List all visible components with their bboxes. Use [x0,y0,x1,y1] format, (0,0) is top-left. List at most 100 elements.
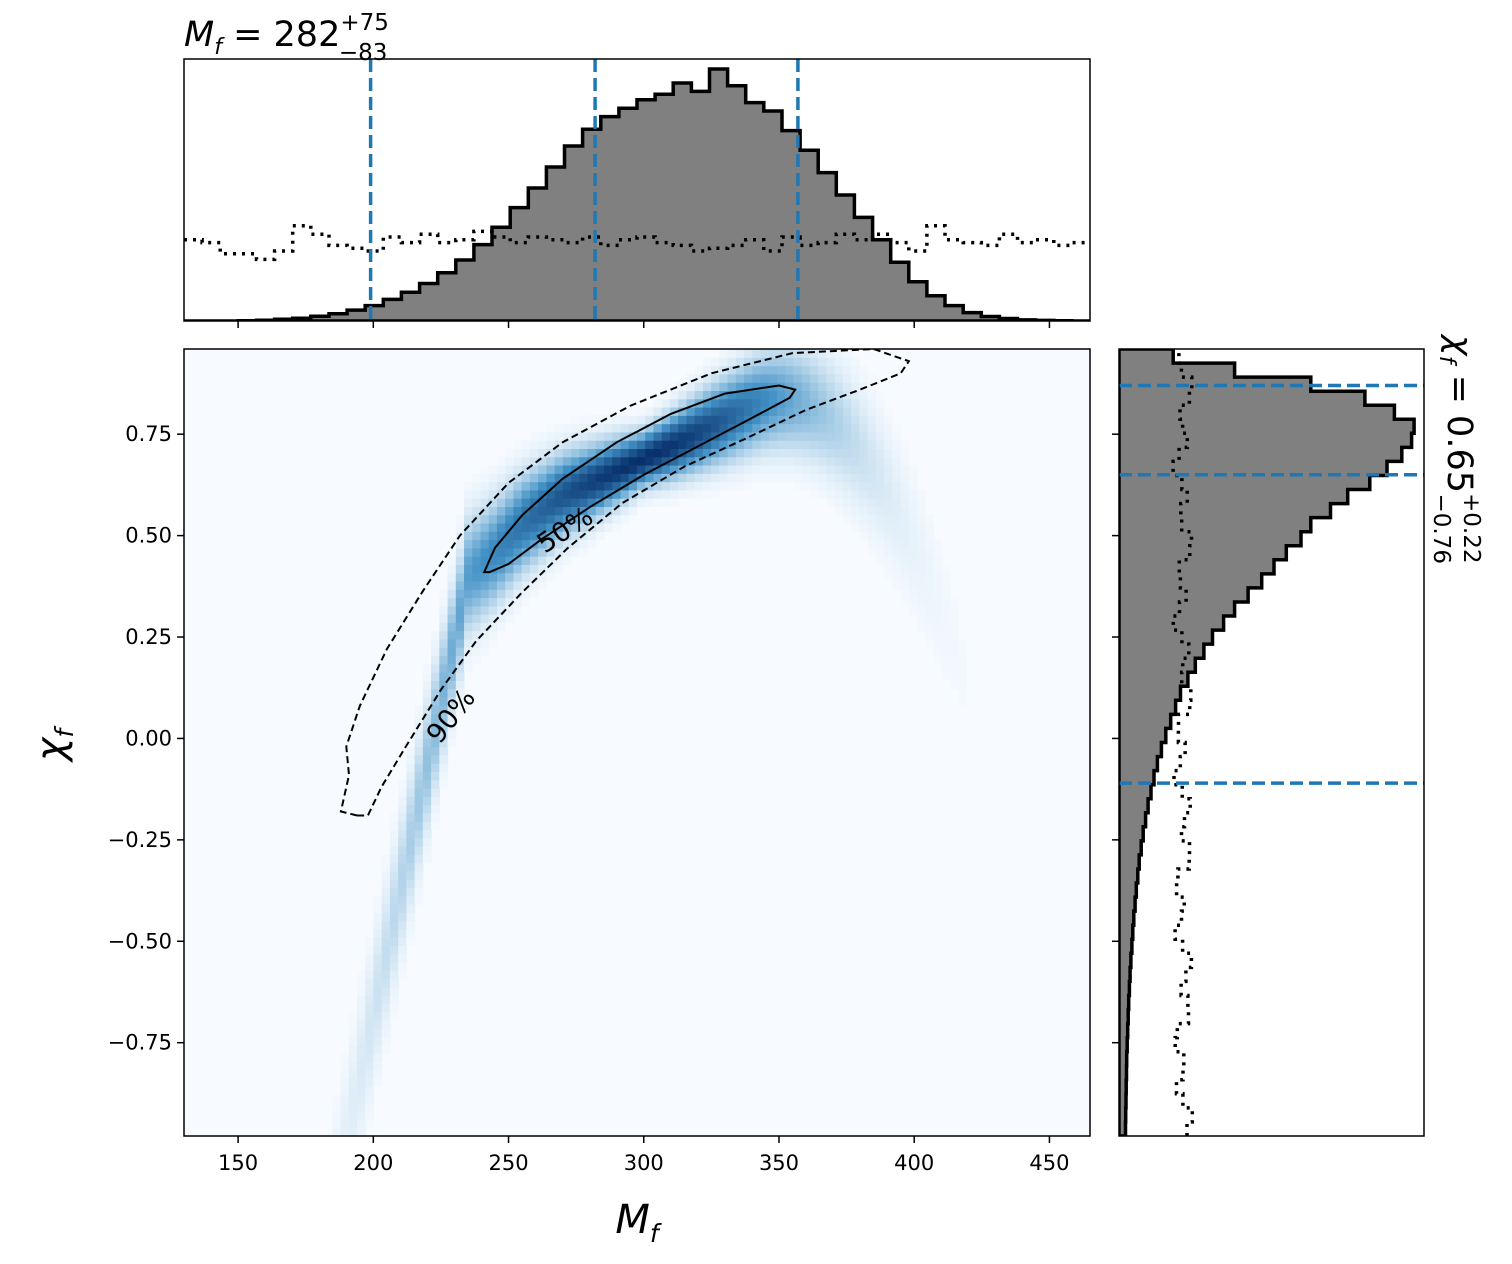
density-cell [595,473,605,483]
density-cell [818,456,828,466]
density-cell [447,622,457,632]
density-cell [381,879,391,889]
density-cell [892,564,902,574]
density-cell [678,489,688,499]
density-cell [579,481,589,491]
density-cell [768,390,778,400]
density-cell [694,390,704,400]
density-cell [941,622,951,632]
density-cell [933,539,943,549]
density-cell [875,415,885,425]
density-cell [488,489,498,499]
density-cell [702,415,712,425]
density-cell [637,448,646,458]
x-tick-label: 300 [624,1151,664,1175]
density-cell [628,431,638,441]
density-cell [859,464,869,474]
density-cell [744,431,753,441]
density-cell [455,622,465,632]
density-cell [834,373,844,383]
density-cell [480,481,490,491]
density-cell [842,406,852,416]
density-cell [949,614,959,623]
density-cell [851,406,860,416]
density-cell [356,1020,366,1029]
density-cell [496,614,506,623]
density-cell [777,357,786,367]
density-cell [867,373,877,383]
density-cell [488,580,498,590]
density-cell [604,456,613,466]
density-cell [431,730,440,739]
density-cell [793,423,803,433]
density-cell [735,423,745,433]
density-cell [719,448,729,458]
density-cell [488,506,498,516]
density-cell [447,655,457,665]
density-cell [373,1061,383,1071]
density-cell [422,713,432,723]
density-cell [661,481,671,491]
density-cell [884,572,893,582]
density-cell [480,522,490,532]
density-cell [422,771,432,781]
density-cell [496,605,506,615]
density-cell [340,1111,350,1121]
density-cell [496,547,506,557]
y-tick-label: 0.75 [125,422,172,446]
density-cell [851,473,860,483]
density-cell [414,829,424,839]
density-cell [464,547,473,557]
density-cell [875,448,885,458]
x-tick-label: 250 [488,1151,528,1175]
density-cell [529,580,539,590]
density-cell [669,498,679,507]
density-cell [645,498,655,507]
density-cell [867,423,877,433]
density-cell [554,556,564,565]
density-cell [373,1003,383,1013]
density-cell [447,638,457,648]
density-cell [546,440,556,450]
density-cell [587,415,597,425]
density-cell [612,423,622,433]
density-cell [595,531,605,541]
density-cell [529,473,539,483]
density-cell [455,547,465,557]
density-cell [933,556,943,565]
density-cell [505,473,515,483]
density-cell [777,365,786,375]
density-cell [752,448,762,458]
density-cell [521,556,531,565]
density-cell [604,423,613,433]
density-cell [571,473,580,483]
density-cell [727,390,737,400]
density-cell [834,481,844,491]
density-cell [727,349,737,358]
density-cell [744,373,753,383]
density-cell [365,1011,375,1021]
density-cell [414,895,424,905]
density-cell [851,514,860,524]
density-cell [826,357,836,367]
density-cell [711,406,720,416]
density-cell [801,390,811,400]
density-cell [851,489,860,499]
density-cell [719,456,729,466]
density-cell [859,398,869,408]
density-cell [562,440,572,450]
density-cell [760,440,770,450]
density-cell [908,539,918,549]
density-cell [612,481,622,491]
density-cell [398,779,407,789]
density-cell [867,531,877,541]
density-cell [398,937,407,947]
density-cell [809,423,819,433]
density-cell [620,440,630,450]
density-cell [455,672,465,681]
right-panel-frame [1118,348,1425,1137]
density-cell [389,1003,399,1013]
density-cell [406,928,416,938]
density-cell [859,456,869,466]
density-cell [645,440,655,450]
